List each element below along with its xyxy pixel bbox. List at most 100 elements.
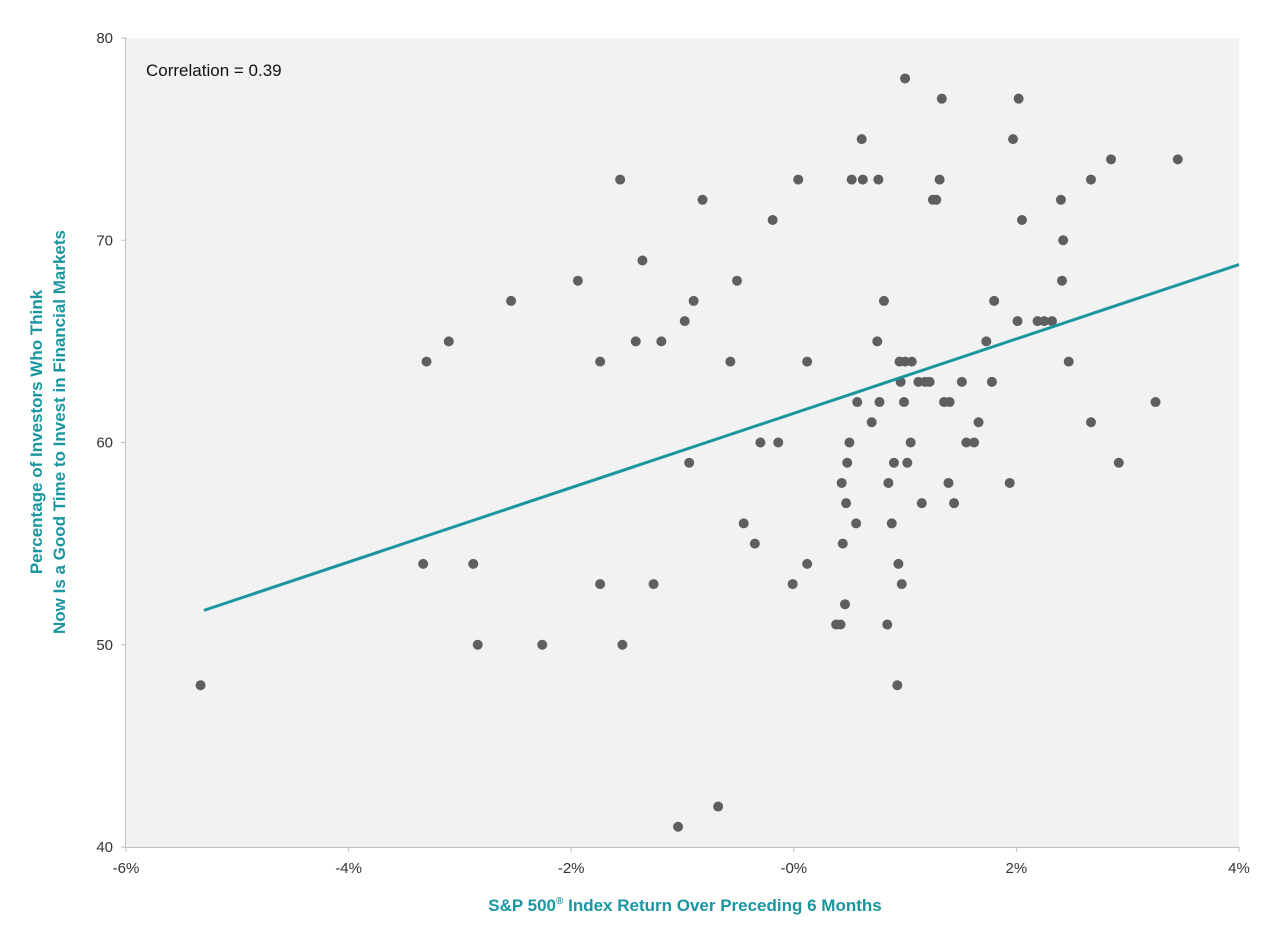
scatter-point: [902, 457, 913, 468]
scatter-point: [755, 437, 766, 448]
scatter-point: [931, 194, 942, 205]
scatter-point: [1150, 397, 1161, 408]
scatter-point: [637, 255, 648, 266]
scatter-point: [1172, 154, 1183, 165]
scatter-point: [468, 558, 479, 569]
scatter-point: [896, 579, 907, 590]
scatter-point: [1058, 235, 1069, 246]
scatter-point: [472, 639, 483, 650]
scatter-point: [878, 295, 889, 306]
x-tick-label: -4%: [335, 860, 362, 877]
scatter-point: [732, 275, 743, 286]
scatter-point: [1039, 316, 1050, 327]
scatter-point: [1013, 93, 1024, 104]
scatter-point: [195, 680, 206, 691]
y-tick-label: 70: [96, 232, 113, 249]
scatter-point: [936, 93, 947, 104]
scatter-point: [648, 579, 659, 590]
scatter-point: [882, 619, 893, 630]
scatter-point: [872, 336, 883, 347]
scatter-point: [679, 316, 690, 327]
scatter-point: [851, 518, 862, 529]
scatter-point: [857, 174, 868, 185]
scatter-point: [767, 215, 778, 226]
scatter-point: [842, 457, 853, 468]
scatter-point: [856, 134, 867, 145]
scatter-point: [1085, 174, 1096, 185]
plot-area: [126, 38, 1239, 847]
trend-line: [203, 263, 1240, 612]
scatter-point: [906, 356, 917, 367]
scatter-point: [944, 397, 955, 408]
scatter-point: [749, 538, 760, 549]
scatter-point: [615, 174, 626, 185]
scatter-point: [787, 579, 798, 590]
scatter-point: [934, 174, 945, 185]
scatter-point: [961, 437, 972, 448]
scatter-point: [893, 558, 904, 569]
x-tick-label: -0%: [780, 860, 807, 877]
scatter-point: [1016, 215, 1027, 226]
y-axis-ticks: 40 50 60 70 80: [96, 30, 126, 856]
scatter-point: [1113, 457, 1124, 468]
scatter-point: [892, 680, 903, 691]
scatter-point: [802, 356, 813, 367]
x-tick-label: -2%: [558, 860, 585, 877]
scatter-point: [773, 437, 784, 448]
scatter-point: [1055, 194, 1066, 205]
scatter-point: [844, 437, 855, 448]
scatter-point: [595, 356, 606, 367]
scatter-point: [839, 599, 850, 610]
scatter-point: [969, 437, 980, 448]
scatter-point: [973, 417, 984, 428]
correlation-annotation: Correlation = 0.39: [146, 61, 282, 80]
x-tick-label: 4%: [1228, 860, 1250, 877]
x-axis-label-registered-mark: ®: [556, 896, 564, 907]
scatter-point: [986, 376, 997, 387]
scatter-point: [837, 538, 848, 549]
scatter-point: [1008, 134, 1019, 145]
scatter-point: [886, 518, 897, 529]
scatter-point: [1063, 356, 1074, 367]
scatter-point: [1085, 417, 1096, 428]
x-axis-label-rest: Index Return Over Preceding 6 Months: [563, 896, 881, 915]
y-axis-label-line-1: Percentage of Investors Who Think: [27, 289, 46, 574]
scatter-point: [713, 801, 724, 812]
scatter-point: [835, 619, 846, 630]
scatter-point: [981, 336, 992, 347]
x-axis-label: S&P 500® Index Return Over Preceding 6 M…: [488, 896, 881, 915]
scatter-point: [506, 295, 517, 306]
scatter-point: [852, 397, 863, 408]
scatter-point: [874, 397, 885, 408]
y-axis-label-line-2: Now Is a Good Time to Invest in Financia…: [50, 230, 69, 634]
x-tick-label: 2%: [1006, 860, 1028, 877]
scatter-point: [688, 295, 699, 306]
scatter-point: [418, 558, 429, 569]
scatter-points: [195, 73, 1183, 832]
scatter-point: [943, 477, 954, 488]
scatter-point: [1057, 275, 1068, 286]
scatter-point: [793, 174, 804, 185]
scatter-point: [836, 477, 847, 488]
scatter-point: [846, 174, 857, 185]
scatter-point: [1004, 477, 1015, 488]
scatter-point: [898, 397, 909, 408]
scatter-point: [684, 457, 695, 468]
scatter-point: [656, 336, 667, 347]
scatter-point: [697, 194, 708, 205]
x-tick-label: -6%: [113, 860, 140, 877]
scatter-point: [1047, 316, 1058, 327]
scatter-point: [916, 498, 927, 509]
x-axis-label-main: S&P 500: [488, 896, 556, 915]
scatter-point: [1012, 316, 1023, 327]
scatter-point: [630, 336, 641, 347]
scatter-point: [572, 275, 583, 286]
scatter-point: [595, 579, 606, 590]
y-tick-label: 60: [96, 435, 113, 452]
scatter-point: [421, 356, 432, 367]
scatter-point: [1106, 154, 1117, 165]
x-axis-ticks: -6% -4% -2% -0% 2% 4%: [113, 847, 1250, 877]
scatter-point: [673, 821, 684, 832]
scatter-point: [956, 376, 967, 387]
